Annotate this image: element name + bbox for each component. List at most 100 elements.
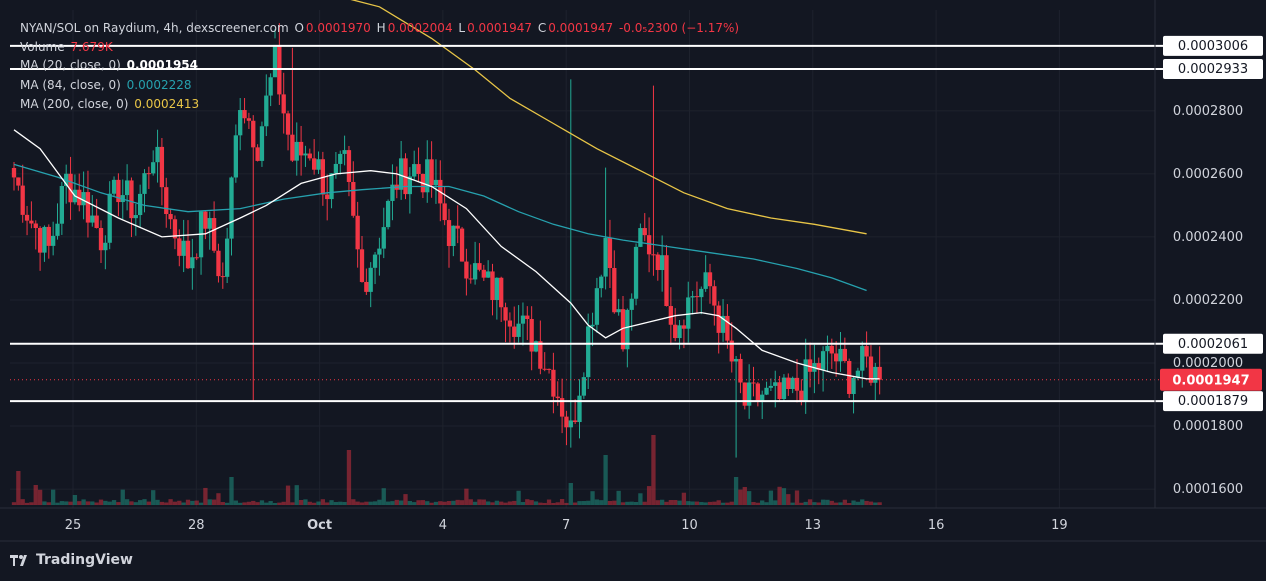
y-tick-label: 0.0002200 bbox=[1173, 293, 1243, 308]
candle-body bbox=[216, 250, 221, 277]
x-tick-label: Oct bbox=[307, 518, 332, 533]
candle-body bbox=[133, 215, 138, 219]
tradingview-footer[interactable]: TradingView bbox=[10, 552, 133, 568]
level-label-bg bbox=[1163, 391, 1263, 412]
candle-body bbox=[364, 281, 369, 292]
volume-bar bbox=[264, 502, 269, 505]
ma84-legend[interactable]: MA (84, close, 0) 0.0002228 bbox=[20, 78, 194, 92]
candle-body bbox=[551, 369, 556, 397]
volume-bar bbox=[133, 502, 138, 505]
volume-bar bbox=[629, 501, 634, 505]
volume-bar bbox=[351, 499, 356, 505]
volume-bar bbox=[355, 501, 360, 505]
y-tick-label: 0.0002600 bbox=[1173, 167, 1243, 182]
candle-body bbox=[733, 358, 739, 362]
ma200-legend[interactable]: MA (200, close, 0) 0.0002413 bbox=[20, 97, 201, 111]
candle-body bbox=[577, 395, 582, 423]
candle-body bbox=[655, 254, 660, 271]
volume-bar bbox=[259, 500, 265, 505]
candle-body bbox=[455, 225, 460, 229]
volume-bar bbox=[864, 500, 869, 505]
volume-bar bbox=[268, 501, 273, 505]
volume-bar bbox=[873, 502, 878, 505]
tradingview-brand: TradingView bbox=[36, 552, 133, 568]
candle-body bbox=[472, 263, 478, 280]
volume-bar bbox=[477, 499, 482, 505]
candle-body bbox=[425, 159, 430, 193]
volume-bar bbox=[320, 499, 325, 505]
candle-body bbox=[760, 394, 765, 401]
candle-body bbox=[629, 298, 634, 310]
candle-body bbox=[799, 390, 804, 401]
candle-body bbox=[46, 226, 51, 246]
volume-bar bbox=[285, 485, 291, 505]
volume-bar bbox=[229, 477, 234, 505]
volume-bar bbox=[781, 488, 787, 505]
candle-body bbox=[738, 358, 743, 383]
volume-bar bbox=[412, 502, 417, 505]
volume-bar bbox=[838, 502, 843, 505]
open-label: O bbox=[294, 21, 304, 35]
volume-bar bbox=[486, 501, 491, 505]
candle-body bbox=[725, 315, 730, 341]
volume-bar bbox=[820, 499, 826, 505]
volume-bar bbox=[594, 499, 600, 505]
volume-bar bbox=[564, 502, 569, 505]
level-label: 0.0002933 bbox=[1178, 62, 1248, 77]
candle-body bbox=[794, 377, 800, 391]
candle-body bbox=[864, 346, 869, 357]
volume-bar bbox=[551, 502, 556, 505]
candle-body bbox=[177, 238, 182, 256]
volume-bar bbox=[51, 489, 56, 505]
volume-legend[interactable]: Volume 7.679K bbox=[20, 40, 115, 54]
candle-body bbox=[346, 150, 352, 182]
candle-body bbox=[203, 211, 208, 229]
volume-bar bbox=[573, 502, 578, 505]
candle-body bbox=[664, 255, 669, 307]
volume-bar bbox=[316, 501, 321, 505]
candle-body bbox=[268, 77, 273, 96]
candle-body bbox=[381, 227, 386, 249]
volume-bar bbox=[142, 499, 147, 505]
candle-body bbox=[272, 44, 278, 78]
ma200-line bbox=[350, 0, 867, 235]
x-tick-label: 7 bbox=[562, 518, 570, 533]
volume-bar bbox=[216, 493, 221, 505]
volume-bar bbox=[399, 500, 404, 505]
volume-bar bbox=[368, 501, 373, 505]
candle-body bbox=[542, 368, 547, 370]
volume-bar bbox=[203, 487, 208, 505]
volume-bar bbox=[546, 499, 552, 505]
candle-body bbox=[564, 416, 569, 428]
candle-body bbox=[446, 220, 452, 246]
volume-bar bbox=[790, 502, 795, 505]
candle-body bbox=[868, 356, 874, 383]
volume-bar bbox=[225, 502, 230, 505]
volume-bar bbox=[586, 500, 591, 505]
volume-bar bbox=[307, 501, 312, 505]
ma20-line bbox=[13, 129, 880, 380]
volume-label: Volume bbox=[20, 40, 65, 54]
candle-body bbox=[164, 187, 169, 215]
candle-body bbox=[586, 326, 591, 378]
candle-body bbox=[512, 326, 517, 337]
volume-bar bbox=[716, 500, 721, 505]
candle-body bbox=[642, 228, 647, 236]
candle-body bbox=[399, 158, 404, 190]
volume-bar bbox=[64, 501, 69, 505]
y-tick-label: 0.0002400 bbox=[1173, 230, 1243, 245]
candle-body bbox=[768, 385, 774, 388]
volume-bar bbox=[190, 500, 195, 505]
ma200-label: MA (200, close, 0) bbox=[20, 97, 129, 111]
volume-bar bbox=[660, 499, 665, 505]
volume-bar bbox=[794, 490, 800, 505]
volume-bar bbox=[751, 502, 756, 505]
candle-body bbox=[303, 153, 308, 156]
volume-bar bbox=[625, 501, 630, 505]
volume-bar bbox=[281, 501, 286, 505]
volume-bar bbox=[211, 499, 217, 505]
ma20-legend[interactable]: MA (20, close, 0) 0.0001954 bbox=[20, 58, 200, 72]
candle-body bbox=[29, 220, 34, 224]
candle-body bbox=[351, 181, 356, 216]
